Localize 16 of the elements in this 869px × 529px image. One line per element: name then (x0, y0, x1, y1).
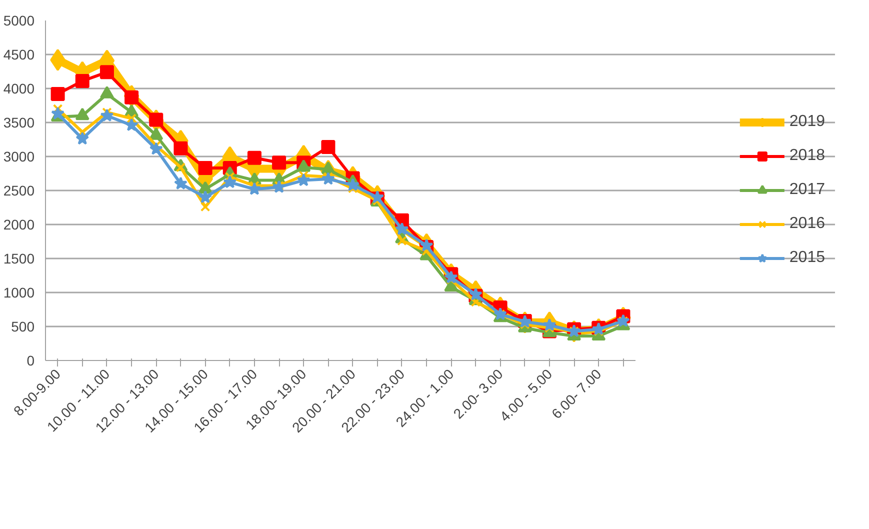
y-tick-label: 2500 (3, 182, 35, 198)
y-tick-label: 500 (11, 318, 35, 334)
y-tick-label: 4000 (3, 80, 35, 96)
y-tick-label: 3000 (3, 148, 35, 164)
legend-label: 2018 (789, 147, 825, 165)
y-tick-label: 5000 (3, 12, 35, 28)
y-tick-label: 2000 (3, 216, 35, 232)
legend-label: 2016 (789, 215, 825, 233)
y-tick-label: 4500 (3, 46, 35, 62)
legend-label: 2017 (789, 181, 825, 199)
legend-label: 2015 (789, 249, 825, 267)
y-tick-label: 1000 (3, 284, 35, 300)
y-tick-label: 3500 (3, 114, 35, 130)
y-tick-label: 1500 (3, 250, 35, 266)
legend-label: 2019 (789, 113, 825, 131)
y-tick-label: 0 (26, 352, 35, 368)
